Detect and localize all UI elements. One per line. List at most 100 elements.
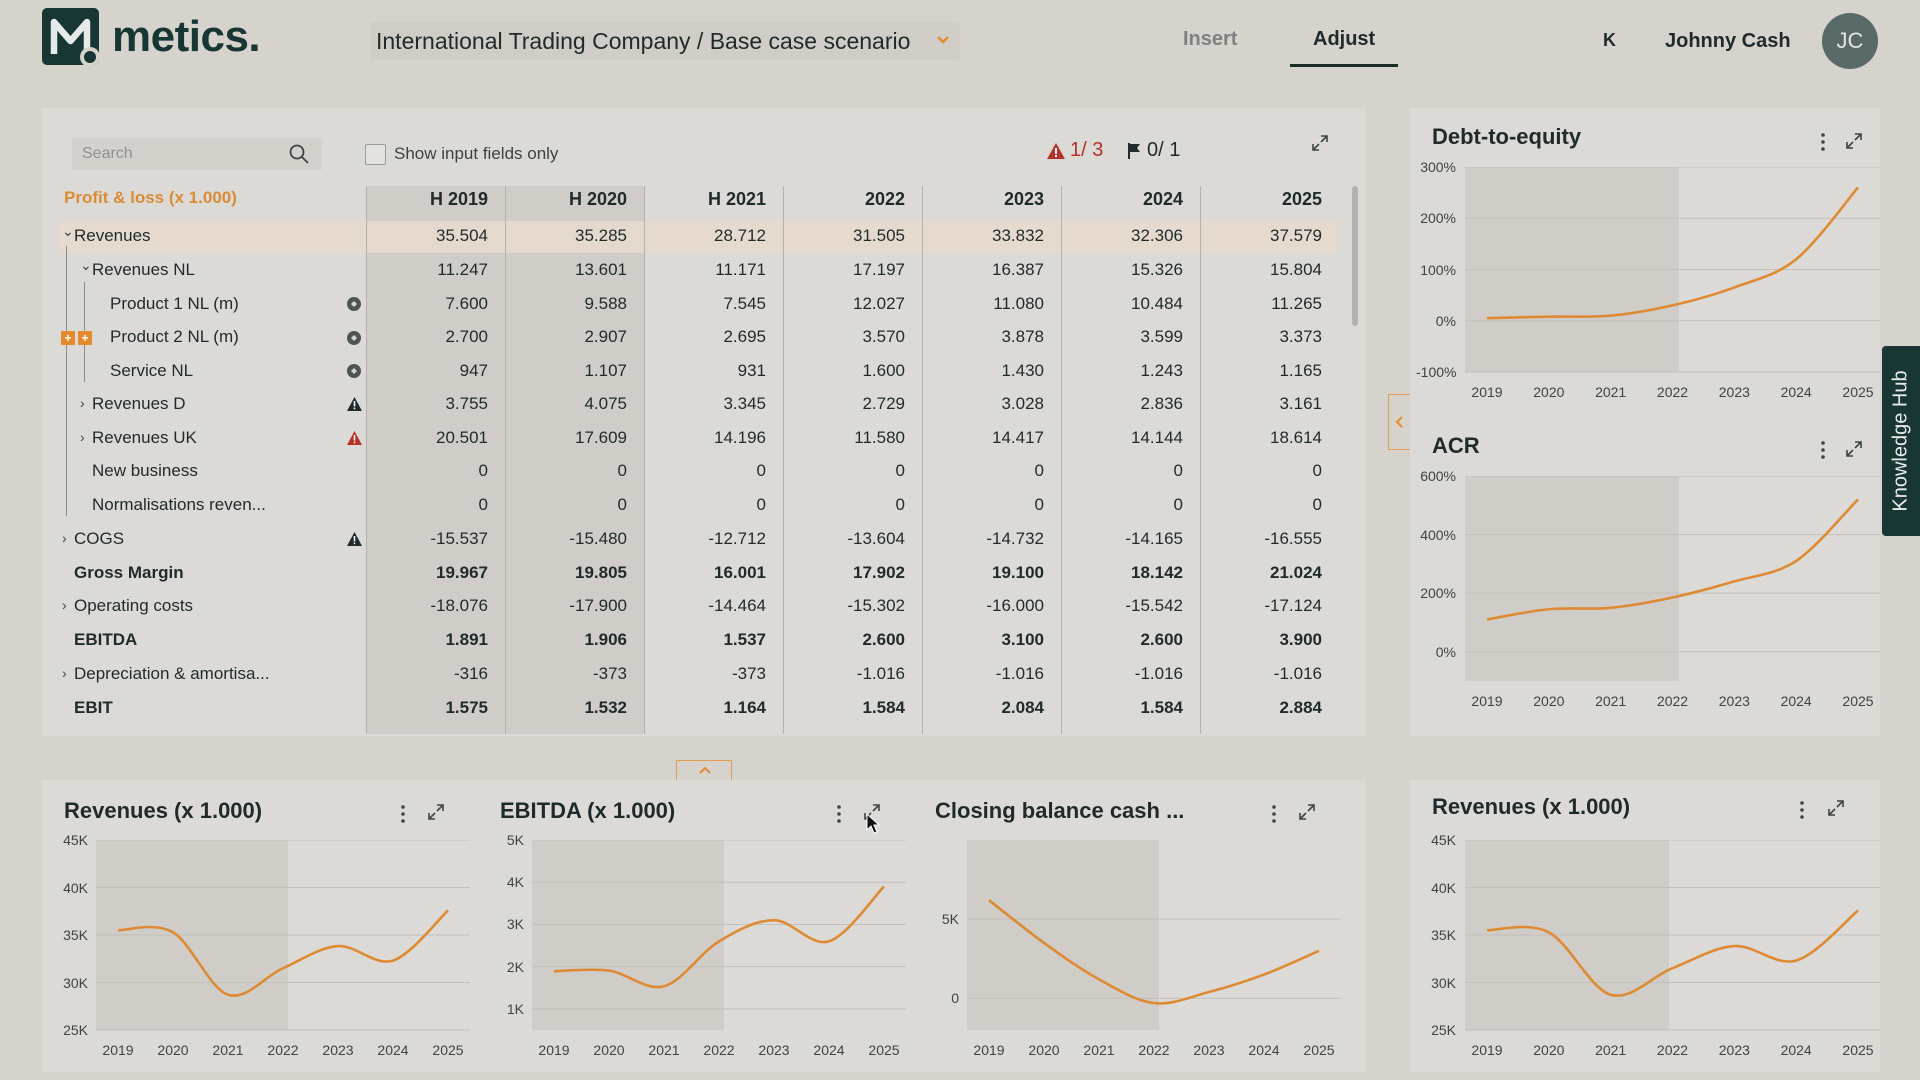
table-cell[interactable]: -373 [592,664,627,683]
table-cell[interactable]: 1.906 [584,630,627,649]
warning-icon[interactable] [346,531,363,547]
table-cell[interactable]: 1.165 [1279,361,1322,380]
column-header[interactable]: 2024 [1142,189,1183,209]
table-cell[interactable]: 3.373 [1279,327,1322,346]
table-cell[interactable]: 1.532 [584,698,627,717]
expand-icon[interactable] [1844,131,1864,151]
table-cell[interactable]: 0 [1312,461,1322,480]
knowledge-hub-tab[interactable]: Knowledge Hub [1882,346,1920,536]
row-label[interactable]: Revenues D [92,394,186,413]
table-cell[interactable]: 2.600 [862,630,905,649]
table-cell[interactable]: 16.001 [714,563,766,582]
warning-icon[interactable] [346,396,363,412]
info-icon[interactable] [346,330,362,346]
scenario-select[interactable]: International Trading Company / Base cas… [370,22,960,60]
row-label[interactable]: New business [92,461,198,480]
table-cell[interactable]: 16.387 [992,260,1044,279]
table-cell[interactable]: 1.107 [584,361,627,380]
add-row-icon[interactable]: + [61,331,75,345]
table-cell[interactable]: -15.480 [569,529,627,548]
row-label[interactable]: Gross Margin [74,563,184,582]
table-cell[interactable]: 2.600 [1140,630,1183,649]
table-cell[interactable]: 1.584 [862,698,905,717]
table-cell[interactable]: 11.580 [854,428,905,447]
table-cell[interactable]: 0 [1173,461,1183,480]
row-label[interactable]: Product 1 NL (m) [110,294,239,313]
table-cell[interactable]: 11.171 [715,260,766,279]
row-label[interactable]: Operating costs [74,596,194,615]
table-cell[interactable]: 31.505 [853,226,905,245]
table-cell[interactable]: 2.700 [445,327,488,346]
table-cell[interactable]: 0 [1034,495,1044,514]
table-cell[interactable]: 11.080 [993,294,1044,313]
more-options-icon[interactable] [1269,804,1279,824]
row-label[interactable]: EBITDA [74,630,138,649]
more-options-icon[interactable] [1797,800,1807,820]
table-cell[interactable]: -316 [453,664,488,683]
tab-adjust[interactable]: Adjust [1313,28,1376,50]
table-cell[interactable]: 18.142 [1131,563,1183,582]
table-cell[interactable]: 33.832 [992,226,1044,245]
table-cell[interactable]: 0 [478,495,488,514]
column-header[interactable]: 2023 [1003,189,1044,209]
table-cell[interactable]: 1.575 [445,698,488,717]
table-cell[interactable]: 19.967 [436,563,488,582]
table-cell[interactable]: -12.712 [708,529,766,548]
more-options-icon[interactable] [398,804,408,824]
table-cell[interactable]: 2.884 [1279,698,1322,717]
expand-icon[interactable] [1844,439,1864,459]
table-cell[interactable]: 2.907 [584,327,627,346]
side-collapse-button[interactable] [1388,394,1410,450]
table-cell[interactable]: -1.016 [995,664,1044,683]
row-label[interactable]: EBIT [74,698,113,717]
chevron-right-icon[interactable]: › [62,665,67,681]
table-cell[interactable]: 17.902 [853,563,905,582]
table-cell[interactable]: 20.501 [436,428,488,447]
table-cell[interactable]: 0 [617,495,627,514]
k-button[interactable]: K [1603,30,1616,50]
table-cell[interactable]: 1.243 [1140,361,1183,380]
table-cell[interactable]: 0 [756,461,766,480]
more-options-icon[interactable] [1818,132,1828,152]
table-cell[interactable]: 3.900 [1279,630,1322,649]
row-label[interactable]: Revenues NL [92,260,196,279]
table-cell[interactable]: -373 [731,664,766,683]
table-cell[interactable]: -17.124 [1264,596,1322,615]
more-options-icon[interactable] [834,804,844,824]
column-header[interactable]: 2022 [864,189,905,209]
expand-icon[interactable] [1826,798,1846,818]
search-input[interactable]: Search [72,138,322,170]
table-cell[interactable]: -1.016 [856,664,905,683]
table-cell[interactable]: -13.604 [847,529,905,548]
table-cell[interactable]: 931 [737,361,766,380]
table-cell[interactable]: 2.836 [1140,394,1183,413]
expand-icon[interactable] [862,802,882,822]
table-cell[interactable]: 947 [459,361,488,380]
table-cell[interactable]: 0 [756,495,766,514]
add-row-icon[interactable]: + [78,331,92,345]
table-cell[interactable]: 18.614 [1270,428,1322,447]
info-icon[interactable] [346,363,362,379]
chevron-right-icon[interactable]: › [62,597,67,613]
tab-insert[interactable]: Insert [1183,28,1238,50]
table-cell[interactable]: 0 [895,495,905,514]
table-cell[interactable]: 14.417 [992,428,1044,447]
warning-icon[interactable] [346,430,363,446]
table-cell[interactable]: 2.084 [1001,698,1044,717]
table-cell[interactable]: 3.599 [1140,327,1183,346]
app-logo[interactable]: metics. [42,8,261,65]
table-cell[interactable]: 0 [1173,495,1183,514]
flag-counter[interactable]: 0/ 1 [1127,139,1180,162]
table-scrollbar[interactable] [1352,186,1358,326]
column-header[interactable]: H 2019 [429,189,488,209]
alert-counter[interactable]: 1/ 3 [1046,139,1103,162]
row-label[interactable]: Depreciation & amortisa... [74,664,270,683]
info-icon[interactable] [346,296,362,312]
table-cell[interactable]: 3.570 [862,327,905,346]
table-cell[interactable]: -15.302 [847,596,905,615]
table-cell[interactable]: -18.076 [430,596,488,615]
row-label[interactable]: Normalisations reven... [92,495,266,514]
table-cell[interactable]: 15.326 [1131,260,1183,279]
table-cell[interactable]: 0 [1312,495,1322,514]
table-cell[interactable]: 0 [1034,461,1044,480]
